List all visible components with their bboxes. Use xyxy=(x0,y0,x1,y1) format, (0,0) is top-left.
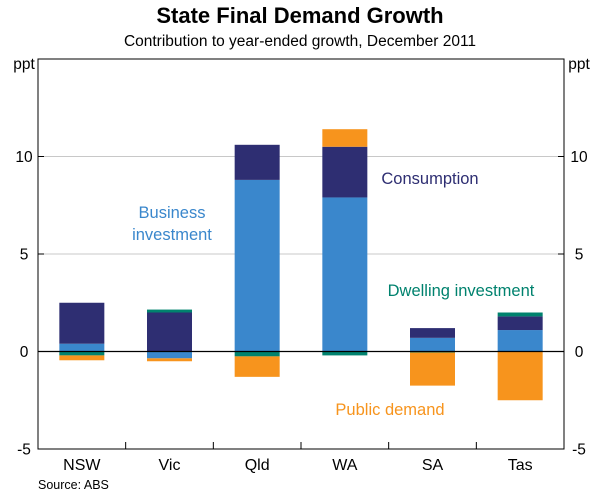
bar-wa-consumption xyxy=(322,146,368,198)
bar-vic-dwelling-investment xyxy=(147,309,192,313)
bar-vic-consumption xyxy=(147,312,192,352)
bar-nsw-public-demand xyxy=(59,355,105,361)
bar-qld-consumption xyxy=(234,144,280,180)
annotation-business-investment: investment xyxy=(132,226,212,244)
y-tick-right-5: 5 xyxy=(575,247,584,264)
y-tick-left-0: 0 xyxy=(20,344,29,361)
plot-frame xyxy=(37,58,565,450)
annotation-dwelling-investment: Dwelling investment xyxy=(388,282,535,300)
x-label-nsw: NSW xyxy=(63,457,101,474)
bar-sa-business-investment xyxy=(410,337,455,352)
bar-nsw-consumption xyxy=(59,302,105,344)
chart-title: State Final Demand Growth xyxy=(156,3,443,28)
bar-tas-business-investment xyxy=(497,330,543,352)
bar-sa-consumption xyxy=(410,328,455,338)
bar-wa-business-investment xyxy=(322,197,368,352)
y-unit-right: ppt xyxy=(568,56,590,73)
y-tick-left--5: -5 xyxy=(17,442,31,459)
bar-tas-public-demand xyxy=(497,351,543,401)
x-label-vic: Vic xyxy=(159,457,181,474)
tick-labels: -5 -5 0 0 5 5 10 10 NSW Vic Qld WA SA Tas xyxy=(15,149,588,474)
bar-tas-dwelling-investment xyxy=(497,312,543,317)
bar-qld-public-demand xyxy=(234,356,280,377)
annotation-business-investment: Business xyxy=(139,204,206,222)
source-note: Source: ABS xyxy=(38,478,109,492)
bar-vic-public-demand xyxy=(147,358,192,362)
y-tick-right-0: 0 xyxy=(575,344,584,361)
x-label-tas: Tas xyxy=(508,457,533,474)
bar-qld-dwelling-investment xyxy=(234,351,280,357)
bar-qld-business-investment xyxy=(234,179,280,352)
annotation-public-demand: Public demand xyxy=(335,401,444,419)
bar-nsw-business-investment xyxy=(59,343,105,352)
annotation-consumption: Consumption xyxy=(381,170,478,188)
x-label-wa: WA xyxy=(332,457,358,474)
bar-wa-public-demand xyxy=(322,129,368,147)
bar-sa-public-demand xyxy=(410,352,455,386)
x-label-sa: SA xyxy=(422,457,444,474)
gridlines xyxy=(38,156,564,450)
bar-wa-dwelling-investment xyxy=(322,351,368,356)
bars xyxy=(59,129,543,401)
y-unit-left: ppt xyxy=(13,56,35,73)
chart-subtitle: Contribution to year-ended growth, Decem… xyxy=(124,33,476,50)
bar-nsw-dwelling-investment xyxy=(59,351,105,356)
y-tick-left-10: 10 xyxy=(15,149,33,166)
x-label-qld: Qld xyxy=(245,457,270,474)
annotations: Business investment Consumption Dwelling in… xyxy=(132,170,535,419)
y-tick-left-5: 5 xyxy=(20,247,29,264)
bar-vic-business-investment xyxy=(147,351,192,359)
bar-tas-consumption xyxy=(497,316,543,331)
y-tick-right--5: -5 xyxy=(572,442,586,459)
y-tick-right-10: 10 xyxy=(570,149,588,166)
